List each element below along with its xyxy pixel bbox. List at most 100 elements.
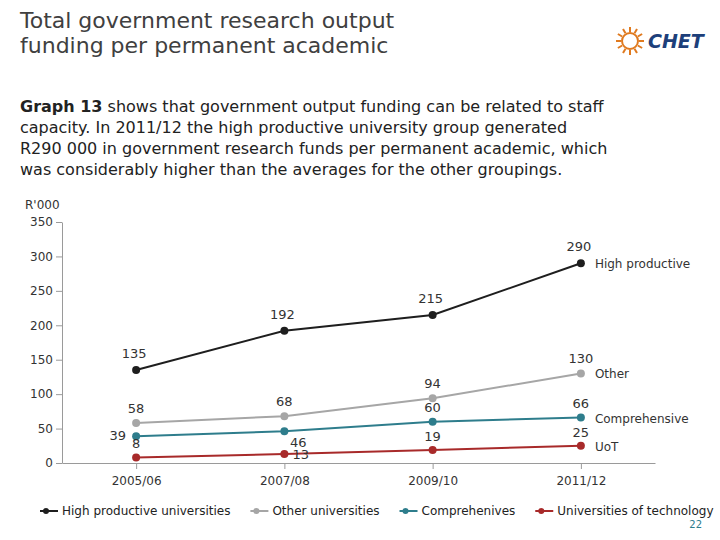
- point: [429, 311, 437, 319]
- annotation: Other: [595, 367, 629, 381]
- legend-label: High productive universities: [62, 504, 230, 518]
- axis-title: R'000: [25, 198, 60, 212]
- series: [132, 442, 585, 462]
- description-line: capacity. In 2011/12 the high productive…: [20, 117, 607, 138]
- logo: CHET: [616, 27, 706, 55]
- x-tick: 2005/06: [112, 463, 162, 488]
- point: [429, 446, 437, 454]
- tick-mark: [581, 463, 582, 469]
- tick-label: 2005/06: [112, 474, 162, 488]
- tick-label: 150: [30, 353, 53, 367]
- point: [132, 453, 140, 461]
- y-tick: 200: [30, 319, 62, 333]
- point: [577, 369, 585, 377]
- logo-ray: [616, 40, 621, 42]
- tick-label: 0: [45, 456, 53, 470]
- tick-label: 2009/10: [408, 474, 458, 488]
- point: [577, 259, 585, 267]
- x-tick: 2007/08: [260, 463, 310, 488]
- tick-label: 300: [30, 250, 53, 264]
- logo-text: CHET: [648, 30, 706, 52]
- legend-item: Comprehenives: [400, 504, 516, 518]
- y-tick: 0: [45, 456, 62, 470]
- logo-ray: [638, 46, 642, 49]
- logo-ray: [623, 29, 626, 33]
- series: [132, 259, 585, 374]
- logo-ray: [629, 27, 631, 32]
- tick-label: 350: [30, 215, 53, 229]
- tick-label: 250: [30, 284, 53, 298]
- plot-marks: [132, 259, 585, 461]
- logo-ray: [629, 50, 631, 55]
- point: [280, 327, 288, 335]
- series-line: [136, 418, 581, 437]
- logo-ray: [635, 29, 638, 33]
- logo-ray: [638, 34, 642, 37]
- tick-label: 200: [30, 319, 53, 333]
- description-line: R290 000 in government research funds pe…: [20, 138, 607, 159]
- x-axis: 2005/06 2007/08 2009/10 2011/12: [63, 463, 656, 488]
- description-lead: Graph 13: [20, 97, 103, 116]
- data-label: 13: [292, 447, 309, 462]
- tick-mark: [56, 463, 62, 464]
- data-label: 25: [573, 425, 590, 440]
- legend: High productive universities Other univer…: [40, 504, 714, 518]
- tick-label: 2011/12: [556, 474, 606, 488]
- tick-mark: [284, 463, 285, 469]
- data-label: 215: [418, 291, 443, 306]
- y-tick: 300: [30, 250, 62, 264]
- logo-ray: [623, 49, 626, 53]
- legend-item: Other universities: [250, 504, 379, 518]
- annotation: High productive: [595, 257, 690, 271]
- data-label: 39: [110, 428, 127, 443]
- tick-mark: [56, 325, 62, 326]
- description-text: shows that government output funding can…: [108, 97, 604, 116]
- description-text: capacity. In 2011/12 the high productive…: [20, 118, 567, 137]
- description-line: was considerably higher than the average…: [20, 159, 607, 180]
- legend-label: Comprehenives: [422, 504, 516, 518]
- tick-mark: [56, 256, 62, 257]
- data-label: 8: [132, 436, 140, 451]
- description-text: R290 000 in government research funds pe…: [20, 139, 607, 158]
- tick-label: 100: [30, 387, 53, 401]
- logo-ray: [618, 34, 622, 37]
- series-line: [136, 446, 581, 458]
- legend-label: Other universities: [272, 504, 379, 518]
- logo-ray: [635, 49, 638, 53]
- y-tick: 50: [38, 422, 62, 436]
- description-text: was considerably higher than the average…: [20, 160, 562, 179]
- logo-sun: [622, 33, 638, 49]
- y-tick: 250: [30, 284, 62, 298]
- tick-mark: [136, 463, 137, 469]
- data-label: 290: [566, 239, 591, 254]
- y-tick: 150: [30, 353, 62, 367]
- legend-swatch: [253, 508, 259, 514]
- tick-mark: [56, 360, 62, 361]
- point: [280, 450, 288, 458]
- data-label: 58: [128, 401, 145, 416]
- annotation: Comprehensive: [595, 412, 689, 426]
- point: [280, 412, 288, 420]
- y-axis: 0 50 100 150 200 250 300 350: [30, 215, 62, 470]
- tick-label: 50: [38, 422, 53, 436]
- series: [132, 414, 585, 441]
- data-label: 135: [122, 346, 147, 361]
- data-label: 192: [270, 307, 295, 322]
- legend-item: Universities of technology: [535, 504, 713, 518]
- title-line: Total government research output: [20, 8, 394, 33]
- axis-line: [62, 223, 63, 464]
- data-label: 68: [276, 394, 293, 409]
- legend-swatch: [538, 508, 544, 514]
- data-label: 66: [573, 396, 590, 411]
- series-line: [136, 373, 581, 423]
- logo-ray: [618, 46, 622, 49]
- point: [577, 414, 585, 422]
- tick-mark: [56, 291, 62, 292]
- data-label: 130: [568, 351, 593, 366]
- tick-mark: [56, 429, 62, 430]
- tick-mark: [56, 222, 62, 223]
- tick-mark: [56, 394, 62, 395]
- tick-mark: [433, 463, 434, 469]
- tick-label: 2007/08: [260, 474, 310, 488]
- point: [132, 419, 140, 427]
